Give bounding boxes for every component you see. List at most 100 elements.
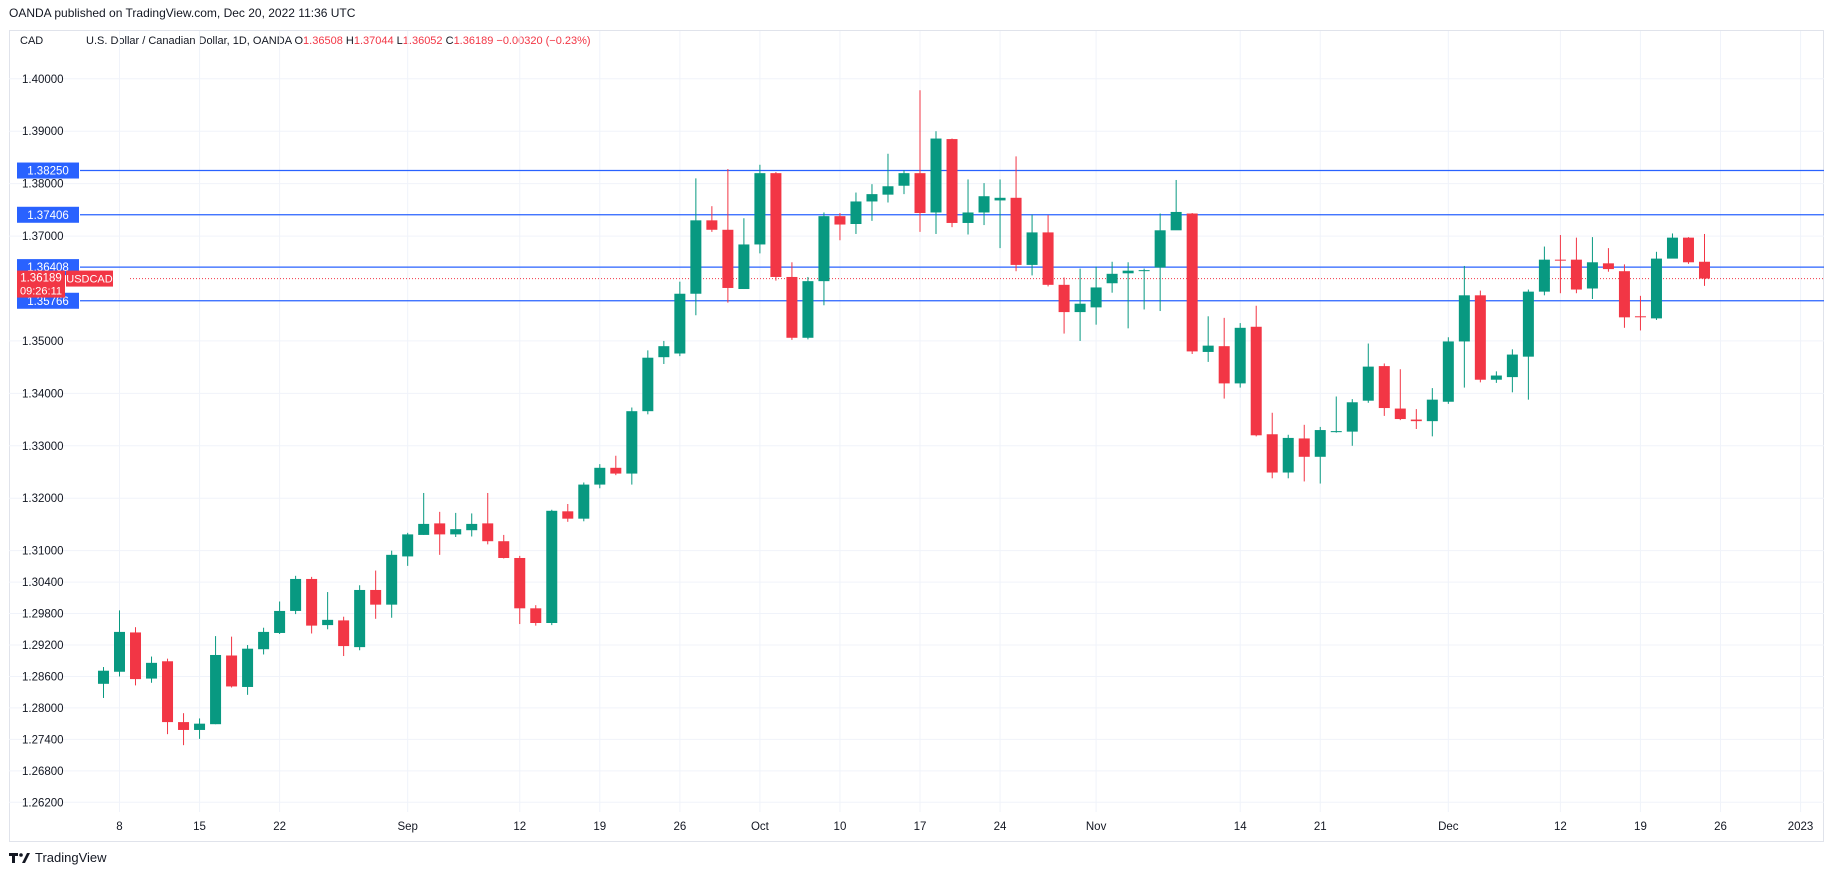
candle-body xyxy=(962,212,974,223)
candle-body xyxy=(834,216,846,225)
candle-body xyxy=(1378,366,1390,409)
footer-brand[interactable]: TradingView xyxy=(35,850,107,865)
candle-body xyxy=(1538,259,1550,292)
candle-body xyxy=(370,589,382,605)
candle-body xyxy=(1234,327,1246,384)
candle-body xyxy=(1170,211,1182,231)
candle-body xyxy=(706,220,718,230)
candle-body xyxy=(818,216,830,282)
candle-body xyxy=(146,662,158,679)
close-value: 1.36189 xyxy=(453,35,494,47)
candle-body xyxy=(450,529,462,535)
candle-body xyxy=(1394,408,1406,420)
candle-body xyxy=(1666,237,1678,259)
level-price-tag xyxy=(17,206,79,223)
x-tick-label: 14 xyxy=(1234,821,1247,833)
candle-body xyxy=(386,554,398,605)
x-tick-label: 26 xyxy=(673,821,686,833)
candle-body xyxy=(1602,263,1614,270)
candle-body xyxy=(258,631,270,650)
candle-body xyxy=(770,173,782,277)
y-tick-label: 1.34000 xyxy=(22,388,64,400)
y-tick-label: 1.26800 xyxy=(22,766,64,778)
x-tick-label: 15 xyxy=(193,821,206,833)
candle-body xyxy=(338,620,350,647)
candle-body xyxy=(1410,419,1422,422)
candle-body xyxy=(97,670,109,684)
candle-body xyxy=(1634,316,1646,318)
x-tick-label: 10 xyxy=(834,821,847,833)
candle-body xyxy=(482,523,494,542)
high-key: H xyxy=(345,35,354,47)
y-tick-label: 1.28600 xyxy=(22,671,64,683)
x-tick-label: Dec xyxy=(1438,821,1459,833)
candle-body xyxy=(722,229,734,288)
candle-body xyxy=(1282,437,1294,473)
candle-body xyxy=(642,357,654,412)
symbol-label: USDCAD xyxy=(66,274,113,286)
candle-body xyxy=(1650,258,1662,319)
x-tick-label: 19 xyxy=(593,821,606,833)
candle-body xyxy=(402,534,414,557)
candle-body xyxy=(274,610,286,633)
candle-body xyxy=(594,467,606,485)
candle-body xyxy=(690,220,702,294)
ohlc-legend: U.S. Dollar / Canadian Dollar, 1D, OANDA… xyxy=(86,35,591,47)
candle-body xyxy=(866,194,878,202)
candle-body xyxy=(1058,284,1070,313)
candle-body xyxy=(1122,270,1134,274)
y-tick-label: 1.33000 xyxy=(22,441,64,453)
candle-body xyxy=(498,541,510,558)
candle-body xyxy=(226,655,238,687)
y-tick-label: 1.30400 xyxy=(22,577,64,589)
candle-body xyxy=(322,619,334,626)
candle-body xyxy=(1298,438,1310,457)
candle-body xyxy=(354,589,366,648)
candle-body xyxy=(1106,273,1118,284)
x-tick-label: 12 xyxy=(513,821,526,833)
candle-body xyxy=(1698,261,1710,279)
candle-body xyxy=(1554,259,1566,261)
x-tick-label: 22 xyxy=(273,821,286,833)
candle-body xyxy=(1506,354,1518,378)
candle-body xyxy=(850,201,862,225)
candle-body xyxy=(1330,431,1342,433)
candle-body xyxy=(658,346,670,358)
last-price-tag xyxy=(17,270,65,298)
candle-body xyxy=(1042,232,1054,285)
candle-body xyxy=(1442,341,1454,402)
candle-body xyxy=(1346,402,1358,432)
x-tick-label: 8 xyxy=(116,821,122,833)
candle-body xyxy=(946,139,958,223)
y-tick-label: 1.29200 xyxy=(22,640,64,652)
candle-body xyxy=(178,722,190,730)
x-tick-label: 24 xyxy=(994,821,1007,833)
footer: TradingView xyxy=(9,850,107,865)
candle-body xyxy=(1314,430,1326,457)
candle-body xyxy=(914,173,926,213)
candle-body xyxy=(1138,270,1150,272)
chart-frame xyxy=(9,30,1824,842)
candle-body xyxy=(1618,271,1630,318)
candle-body xyxy=(930,138,942,213)
candle-body xyxy=(882,186,894,195)
last-price-label: 1.36189 xyxy=(20,273,62,285)
candle-body xyxy=(1586,262,1598,289)
candle-body xyxy=(898,173,910,186)
candle-body xyxy=(290,578,302,611)
x-tick-label: Sep xyxy=(397,821,417,833)
candle-body xyxy=(242,648,254,687)
x-tick-label: Oct xyxy=(751,821,770,833)
candle-body xyxy=(466,523,478,531)
candle-body xyxy=(754,173,766,245)
candle-body xyxy=(162,661,174,723)
candle-body xyxy=(1458,295,1470,342)
candle-body xyxy=(994,197,1006,201)
y-tick-label: 1.39000 xyxy=(22,126,64,138)
x-tick-label: 26 xyxy=(1714,821,1727,833)
candle-body xyxy=(530,608,542,623)
candle-body xyxy=(1682,237,1694,263)
candle-body xyxy=(802,281,814,338)
y-tick-label: 1.32000 xyxy=(22,493,64,505)
